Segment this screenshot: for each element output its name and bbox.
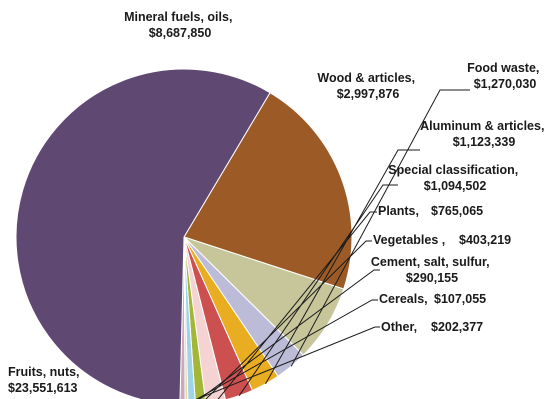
label-wood: Wood & articles, $2,997,876 <box>317 71 418 101</box>
label-vegetables: Vegetables , $403,219 <box>373 233 511 247</box>
leader-cereals <box>196 299 378 399</box>
label-special-classification: Special classification, $1,094,502 <box>388 163 521 193</box>
label-mineral-fuels: Mineral fuels, oils, $8,687,850 <box>124 10 236 40</box>
label-aluminum: Aluminum & articles, $1,123,339 <box>420 119 548 149</box>
label-fruits-nuts: Fruits, nuts, $23,551,613 <box>8 365 83 395</box>
label-cereals: Cereals, $107,055 <box>379 292 486 306</box>
leader-special-classification <box>238 184 398 396</box>
leader-other <box>195 326 380 399</box>
label-food-waste: Food waste, $1,270,030 <box>467 61 543 91</box>
pie-slices <box>15 68 353 399</box>
leader-cement <box>198 269 380 399</box>
slice-fruits-nuts <box>15 68 271 399</box>
label-other: Other, $202,377 <box>381 320 483 334</box>
slice-vegetables <box>183 236 206 399</box>
leader-lines <box>195 89 470 399</box>
slice-special-classification <box>183 236 254 399</box>
slice-plants <box>183 236 226 399</box>
label-plants: Plants, $765,065 <box>378 204 483 218</box>
leader-food-waste <box>290 89 470 367</box>
label-cement: Cement, salt, sulfur, $290,155 <box>371 255 493 285</box>
leader-vegetables <box>205 240 372 399</box>
slice-cement <box>183 236 196 399</box>
leader-aluminum <box>265 149 420 385</box>
slice-mineral-fuels <box>183 92 353 290</box>
